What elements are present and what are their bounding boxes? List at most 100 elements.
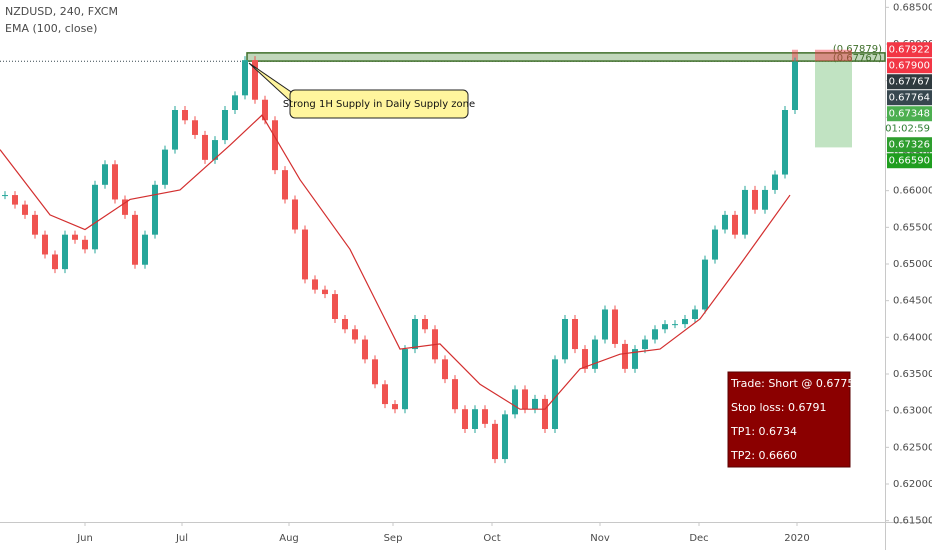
candle xyxy=(32,214,38,235)
candle xyxy=(612,309,618,344)
price-tag xyxy=(887,153,932,169)
candle xyxy=(542,398,548,429)
candle xyxy=(492,423,498,460)
candle xyxy=(602,309,608,340)
price-tag-label: 0.67326 xyxy=(889,140,930,151)
candle xyxy=(202,134,208,160)
x-tick-label: Sep xyxy=(384,533,403,544)
position-reward xyxy=(815,61,852,148)
candle xyxy=(512,389,518,415)
price-tag xyxy=(887,137,932,153)
x-tick-label: Jul xyxy=(175,533,188,544)
candle xyxy=(452,379,458,410)
candle xyxy=(52,254,58,270)
zone-bottom-label: (0.67767) xyxy=(833,53,882,64)
price-tag-label: 0.66590 xyxy=(889,156,930,167)
candle xyxy=(772,174,778,190)
candle xyxy=(172,110,178,150)
candle xyxy=(752,189,758,210)
candle xyxy=(102,164,108,185)
price-tag-label: 0.67922 xyxy=(889,45,930,56)
candle xyxy=(2,195,8,197)
price-tag xyxy=(887,42,932,58)
candle xyxy=(132,214,138,265)
candle xyxy=(522,389,528,410)
candle xyxy=(422,319,428,330)
price-tag-label: 0.67764 xyxy=(889,93,930,104)
supply-zone xyxy=(246,52,886,62)
x-tick-label: 2020 xyxy=(784,533,809,544)
candle xyxy=(112,164,118,200)
candle xyxy=(342,319,348,330)
candle xyxy=(502,414,508,460)
candle xyxy=(732,214,738,235)
candle xyxy=(122,199,128,215)
candle xyxy=(302,229,308,280)
y-tick-label: 0.64500 xyxy=(893,296,932,307)
x-tick-label: Oct xyxy=(483,533,500,544)
price-tag xyxy=(887,58,932,74)
candle xyxy=(232,95,238,110)
countdown: 01:02:59 xyxy=(885,124,930,135)
position-risk xyxy=(792,49,798,62)
candle xyxy=(222,110,228,141)
y-tick-label: 0.63500 xyxy=(893,369,932,380)
trade-line: Stop loss: 0.6791 xyxy=(731,401,826,414)
callout-box xyxy=(289,89,469,119)
candle xyxy=(552,359,558,429)
candle xyxy=(722,214,728,230)
candle xyxy=(182,110,188,121)
candle xyxy=(582,349,588,369)
y-tick-label: 0.65000 xyxy=(893,259,932,270)
candle xyxy=(382,384,388,405)
x-tick-label: Jun xyxy=(76,533,93,544)
candle xyxy=(412,319,418,350)
candle xyxy=(402,349,408,410)
candle xyxy=(322,289,328,295)
candle xyxy=(312,279,318,290)
candle xyxy=(562,319,568,360)
price-tag xyxy=(887,106,932,122)
candle xyxy=(192,120,198,135)
price-tag xyxy=(887,74,932,90)
y-tick-label: 0.66000 xyxy=(893,186,932,197)
candle xyxy=(282,170,288,200)
price-tag xyxy=(887,90,932,106)
candle xyxy=(22,204,28,215)
candle xyxy=(702,259,708,310)
candle xyxy=(42,234,48,255)
candle xyxy=(292,199,298,230)
y-tick-label: 0.65500 xyxy=(893,222,932,233)
candle xyxy=(482,409,488,424)
y-tick-label: 0.64000 xyxy=(893,332,932,343)
candle xyxy=(572,319,578,350)
candle xyxy=(352,329,358,340)
candle xyxy=(792,61,798,110)
candle xyxy=(272,120,278,171)
candle xyxy=(162,149,168,185)
candle xyxy=(372,359,378,385)
price-tag-label: 0.67900 xyxy=(889,61,930,72)
candle xyxy=(82,239,88,250)
y-tick-label: 0.62000 xyxy=(893,479,932,490)
price-tag-label: 0.67348 xyxy=(889,109,930,120)
callout-text: Strong 1H Supply in Daily Supply zone xyxy=(283,99,475,110)
candle xyxy=(462,409,468,429)
candle xyxy=(672,324,678,326)
candle xyxy=(632,349,638,369)
candle xyxy=(72,234,78,240)
candle xyxy=(12,195,18,205)
trade-line: Trade: Short @ 0.6775 xyxy=(730,377,854,390)
candle xyxy=(592,339,598,369)
candle xyxy=(782,110,788,175)
candle xyxy=(142,234,148,265)
candle xyxy=(712,229,718,260)
candle xyxy=(622,343,628,369)
candle xyxy=(682,319,688,325)
candle xyxy=(742,189,748,235)
candle xyxy=(392,404,398,410)
price-tag-label: 0.67767 xyxy=(889,77,930,88)
zone-top-label: (0.67879) xyxy=(833,44,882,55)
y-tick-label: 0.61500 xyxy=(893,516,932,527)
